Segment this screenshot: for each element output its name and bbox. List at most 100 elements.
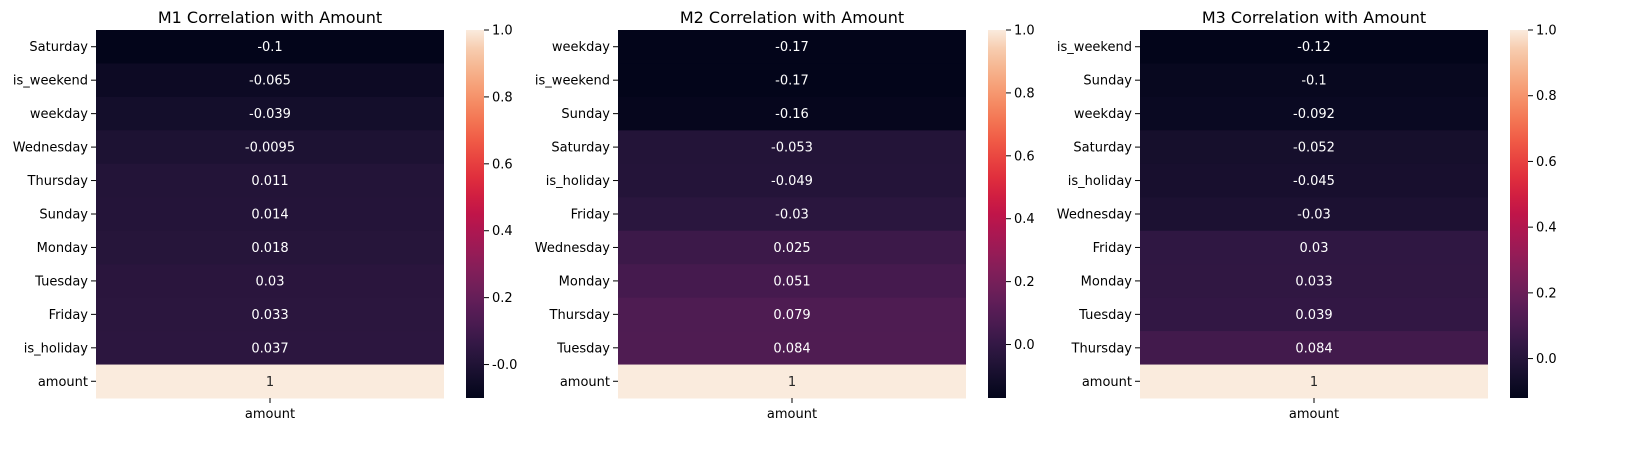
colorbar-tick-label: 0.4 xyxy=(1014,212,1035,227)
heatmap-cell xyxy=(1140,264,1488,299)
heatmap-cell xyxy=(96,364,444,399)
colorbar-tick-label: -0.0 xyxy=(492,358,517,373)
chart-title: M1 Correlation with Amount xyxy=(158,8,382,27)
cell-value-label: -0.039 xyxy=(249,107,291,122)
cell-value-label: -0.065 xyxy=(249,74,291,89)
cell-value-label: 0.018 xyxy=(251,241,288,256)
x-tick-label: amount xyxy=(245,407,295,422)
heatmap-panel-3: M3 Correlation with Amount is_weekend -0.1… xyxy=(1057,8,1557,422)
y-tick-label: Monday xyxy=(37,241,89,256)
heatmap-cell xyxy=(96,130,444,165)
heatmap-cell xyxy=(1140,364,1488,399)
y-tick-label: Tuesday xyxy=(1078,308,1132,323)
y-tick-label: Wednesday xyxy=(13,141,89,156)
heatmap-cell xyxy=(618,63,966,98)
chart-title: M2 Correlation with Amount xyxy=(680,8,904,27)
cell-value-label: -0.052 xyxy=(1293,141,1335,156)
cell-value-label: -0.03 xyxy=(1297,208,1331,223)
colorbar-tick-label: 1.0 xyxy=(492,24,513,39)
heatmap-cell xyxy=(96,30,444,64)
y-tick-label: amount xyxy=(560,375,610,390)
cell-value-label: -0.16 xyxy=(775,107,809,122)
y-tick-label: Friday xyxy=(49,308,89,323)
heatmap-cell xyxy=(1140,331,1488,366)
y-tick-label: Thursday xyxy=(1071,341,1133,356)
cell-value-label: -0.0095 xyxy=(245,141,295,156)
colorbar-tick-label: 0.2 xyxy=(1536,286,1557,301)
heatmap-cell xyxy=(96,230,444,265)
colorbar xyxy=(988,30,1006,398)
heatmap-cell xyxy=(618,96,966,131)
colorbar-tick-label: 0.4 xyxy=(492,224,513,239)
cell-value-label: -0.045 xyxy=(1293,174,1335,189)
cell-value-label: -0.12 xyxy=(1297,40,1331,55)
y-tick-label: is_holiday xyxy=(546,174,611,189)
y-tick-label: weekday xyxy=(30,107,88,122)
heatmap-cell xyxy=(618,297,966,332)
cell-value-label: 1 xyxy=(788,375,796,390)
heatmap-cell xyxy=(96,163,444,198)
cell-value-label: 0.03 xyxy=(256,274,285,289)
heatmap-cell xyxy=(618,163,966,198)
y-tick-label: Sunday xyxy=(1083,74,1132,89)
colorbar-tick-label: 0.8 xyxy=(1536,89,1557,104)
heatmap-cell xyxy=(618,30,966,64)
colorbar-tick-label: 1.0 xyxy=(1014,24,1035,39)
x-tick-label: amount xyxy=(1289,407,1339,422)
cell-value-label: 0.014 xyxy=(251,208,288,223)
y-tick-label: is_holiday xyxy=(1068,174,1133,189)
y-tick-label: Wednesday xyxy=(535,241,611,256)
colorbar-tick-label: 0.8 xyxy=(1014,86,1035,101)
heatmap-cell xyxy=(1140,63,1488,98)
chart-title: M3 Correlation with Amount xyxy=(1202,8,1426,27)
cell-value-label: -0.17 xyxy=(775,40,809,55)
x-tick-label: amount xyxy=(767,407,817,422)
cell-value-label: -0.049 xyxy=(771,174,813,189)
heatmap-cell xyxy=(96,96,444,131)
y-tick-label: Saturday xyxy=(551,141,610,156)
cell-value-label: 0.037 xyxy=(251,341,288,356)
heatmap-cell xyxy=(1140,230,1488,265)
heatmap-cell xyxy=(96,264,444,299)
cell-value-label: -0.1 xyxy=(257,40,282,55)
heatmap-cell xyxy=(1140,30,1488,64)
heatmap-cell xyxy=(618,364,966,399)
cell-value-label: 1 xyxy=(1310,375,1318,390)
y-tick-label: Friday xyxy=(1093,241,1133,256)
colorbar xyxy=(1510,30,1528,398)
heatmap-cell xyxy=(1140,163,1488,198)
y-tick-label: weekday xyxy=(552,40,610,55)
y-tick-label: Thursday xyxy=(549,308,611,323)
colorbar-tick-label: 0.4 xyxy=(1536,221,1557,236)
heatmap-cell xyxy=(618,264,966,299)
y-tick-label: Sunday xyxy=(39,208,88,223)
heatmap-panel-1: M1 Correlation with Amount Saturday -0.1 is… xyxy=(13,8,518,422)
cell-value-label: 1 xyxy=(266,375,274,390)
y-tick-label: Friday xyxy=(571,208,611,223)
cell-value-label: 0.051 xyxy=(773,274,810,289)
colorbar-tick-label: 0.6 xyxy=(492,157,513,172)
cell-value-label: -0.1 xyxy=(1301,74,1326,89)
y-tick-label: is_weekend xyxy=(535,74,610,89)
y-tick-label: Sunday xyxy=(561,107,610,122)
cell-value-label: 0.011 xyxy=(251,174,288,189)
colorbar-tick-label: 0.2 xyxy=(1014,275,1035,290)
heatmap-cell xyxy=(1140,130,1488,165)
heatmap-cell xyxy=(1140,297,1488,332)
heatmap-cell xyxy=(96,197,444,232)
cell-value-label: 0.033 xyxy=(1295,274,1332,289)
y-tick-label: amount xyxy=(38,375,88,390)
cell-value-label: 0.079 xyxy=(773,308,810,323)
y-tick-label: is_weekend xyxy=(13,74,88,89)
colorbar-tick-label: 0.0 xyxy=(1536,352,1557,367)
heatmap-cell xyxy=(1140,197,1488,232)
y-tick-label: Tuesday xyxy=(34,274,88,289)
heatmap-cell xyxy=(96,331,444,366)
y-tick-label: Wednesday xyxy=(1057,208,1133,223)
colorbar-tick-label: 0.2 xyxy=(492,291,513,306)
heatmap-cell xyxy=(96,63,444,98)
heatmap-cell xyxy=(618,130,966,165)
heatmap-panel-2: M2 Correlation with Amount weekday -0.17 is… xyxy=(535,8,1035,422)
y-tick-label: weekday xyxy=(1074,107,1132,122)
heatmap-cell xyxy=(618,230,966,265)
